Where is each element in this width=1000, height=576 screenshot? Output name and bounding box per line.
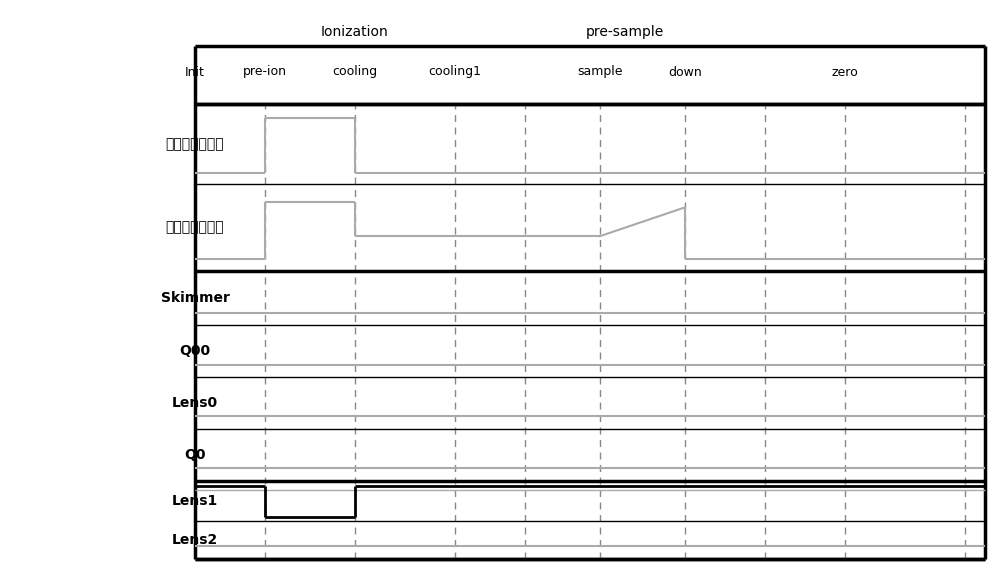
Text: down: down (668, 66, 702, 78)
Text: 离子阱射频电压: 离子阱射频电压 (166, 221, 224, 234)
Text: 四极杆射频电压: 四极杆射频电压 (166, 137, 224, 151)
Text: sample: sample (577, 66, 623, 78)
Text: Skimmer: Skimmer (161, 291, 229, 305)
Text: Lens0: Lens0 (172, 396, 218, 410)
Text: pre-ion: pre-ion (243, 66, 287, 78)
Text: Q00: Q00 (179, 344, 211, 358)
Text: zero: zero (832, 66, 858, 78)
Text: Lens1: Lens1 (172, 494, 218, 508)
Text: pre-sample: pre-sample (586, 25, 664, 39)
Text: cooling1: cooling1 (428, 66, 482, 78)
Text: cooling: cooling (332, 66, 378, 78)
Text: Ionization: Ionization (321, 25, 389, 39)
Text: Lens2: Lens2 (172, 533, 218, 547)
Text: Init: Init (185, 66, 205, 78)
Text: Q0: Q0 (184, 448, 206, 462)
